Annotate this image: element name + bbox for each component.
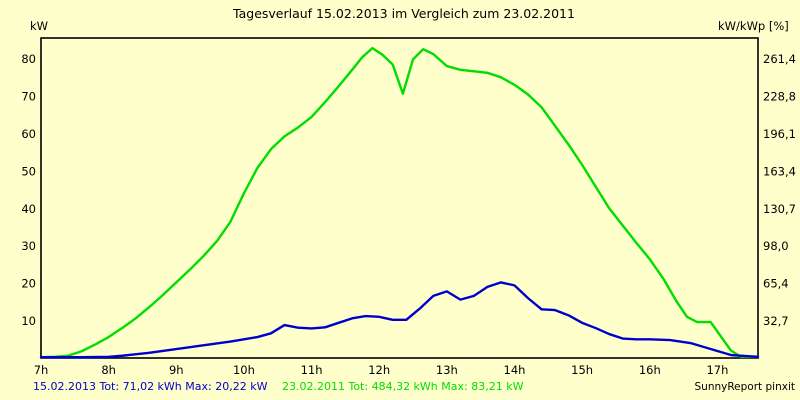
y-axis-left-labels: 10 20 30 40 50 60 70 80 — [21, 52, 36, 328]
plot-frame — [40, 37, 759, 359]
y-axis-left-tick-label: 40 — [21, 202, 36, 216]
x-axis-tick-label: 7h — [34, 363, 49, 377]
right-axis-unit-label: kW/kWp [%] — [718, 19, 789, 33]
y-axis-right-tick-label: 261,4 — [763, 52, 796, 66]
y-axis-right-tick-label: 130,7 — [763, 202, 796, 216]
y-axis-right-tick-label: 32,7 — [763, 314, 789, 328]
x-axis-tick-label: 13h — [436, 363, 458, 377]
series-line-23-02-2011 — [39, 46, 760, 359]
x-axis-tick-label: 9h — [169, 363, 184, 377]
y-axis-right-tick-label: 228,8 — [763, 90, 796, 104]
x-axis-tick-label: 11h — [301, 363, 323, 377]
x-axis-tick-label: 12h — [368, 363, 390, 377]
y-axis-right-labels: 32,7 65,4 98,0 130,7 163,4 196,1 228,8 261,4 — [763, 52, 796, 328]
x-axis-tick-label: 17h — [706, 363, 728, 377]
y-axis-right-tick-label: 98,0 — [763, 239, 789, 253]
y-axis-left-tick-label: 60 — [21, 127, 36, 141]
page-title: Tagesverlauf 15.02.2013 im Vergleich zum… — [232, 6, 575, 21]
y-axis-left-tick-label: 20 — [21, 277, 36, 291]
y-axis-left-tick-label: 80 — [21, 52, 36, 66]
x-axis-tick-label: 16h — [639, 363, 661, 377]
y-axis-left-tick-label: 50 — [21, 164, 36, 178]
series-line-15-02-2013 — [39, 281, 760, 359]
legend-entry-2013: 15.02.2013 Tot: 71,02 kWh Max: 20,22 kW — [33, 380, 268, 393]
y-axis-left-tick-label: 10 — [21, 314, 36, 328]
x-axis-labels: 7h 8h 9h 10h 11h 12h 13h 14h 15h 16h 17h — [34, 363, 729, 377]
y-axis-right-tick-label: 163,4 — [763, 164, 796, 178]
y-axis-right-tick-label: 196,1 — [763, 127, 796, 141]
legend-entry-2011: 23.02.2011 Tot: 484,32 kWh Max: 83,21 kW — [282, 380, 524, 393]
credit-label: SunnyReport pinxit — [695, 381, 795, 393]
y-axis-right-tick-label: 65,4 — [763, 277, 789, 291]
left-axis-unit-label: kW — [30, 19, 48, 33]
y-axis-left-tick-label: 70 — [21, 90, 36, 104]
x-axis-tick-label: 15h — [571, 363, 593, 377]
series-lines-group — [39, 46, 760, 359]
x-axis-tick-label: 8h — [101, 363, 116, 377]
y-axis-left-tick-label: 30 — [21, 239, 36, 253]
x-axis-tick-label: 14h — [504, 363, 526, 377]
x-axis-tick-label: 10h — [233, 363, 255, 377]
